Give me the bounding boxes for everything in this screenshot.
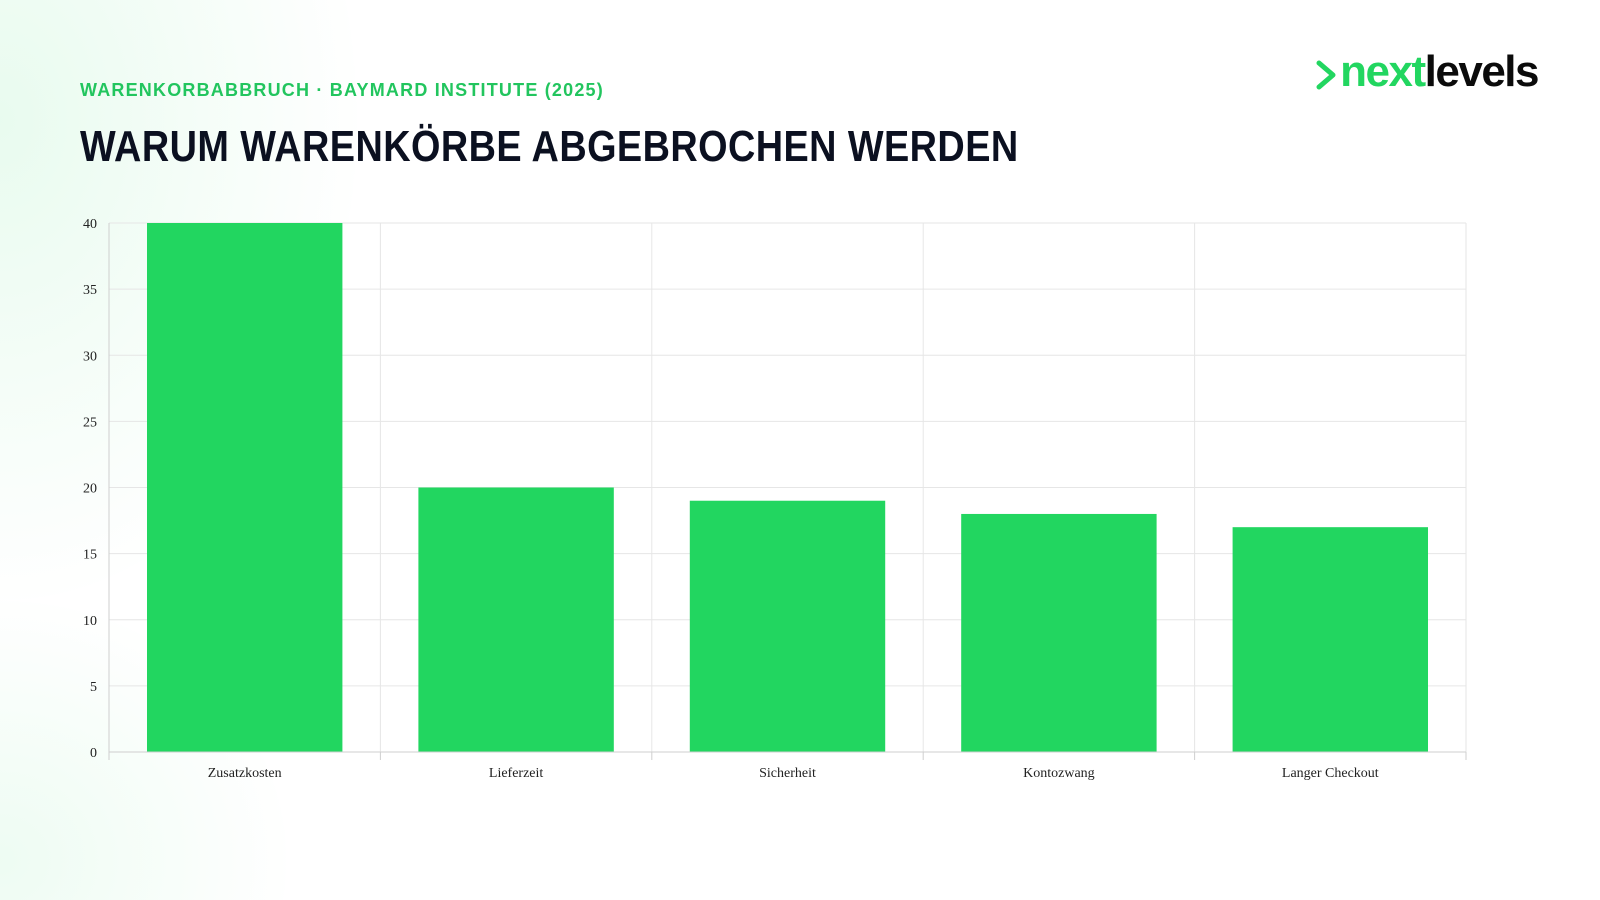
x-tick-label: Lieferzeit: [489, 766, 544, 781]
chevron-right-icon: [1316, 60, 1338, 90]
logo-text-next: next: [1340, 47, 1426, 96]
bar-langer-checkout: [1232, 527, 1429, 752]
bar-kontozwang: [961, 513, 1157, 752]
x-tick-label: Sicherheit: [759, 766, 816, 781]
x-tick-label: Zusatzkosten: [208, 766, 282, 781]
y-tick-label: 15: [83, 548, 97, 563]
y-tick-label: 20: [83, 482, 97, 497]
y-tick-label: 25: [83, 415, 97, 430]
logo-text-levels: levels: [1424, 47, 1540, 96]
y-tick-label: 0: [90, 746, 97, 761]
chart-kicker: WARENKORBABBRUCH · BAYMARD INSTITUTE (20…: [80, 80, 604, 100]
page-title: WARUM WARENKÖRBE ABGEBROCHEN WERDEN: [80, 122, 1019, 171]
bar-lieferzeit: [418, 487, 614, 752]
y-tick-label: 35: [83, 283, 97, 298]
brand-logo: next levels: [1316, 46, 1540, 98]
y-tick-label: 10: [83, 614, 97, 629]
bar-zusatzkosten: [146, 223, 343, 752]
y-tick-label: 5: [90, 680, 97, 695]
y-tick-label: 30: [83, 349, 97, 364]
x-tick-label: Langer Checkout: [1282, 766, 1379, 781]
x-tick-label: Kontozwang: [1023, 766, 1095, 781]
bar-sicherheit: [689, 500, 886, 752]
y-tick-label: 40: [83, 217, 97, 232]
